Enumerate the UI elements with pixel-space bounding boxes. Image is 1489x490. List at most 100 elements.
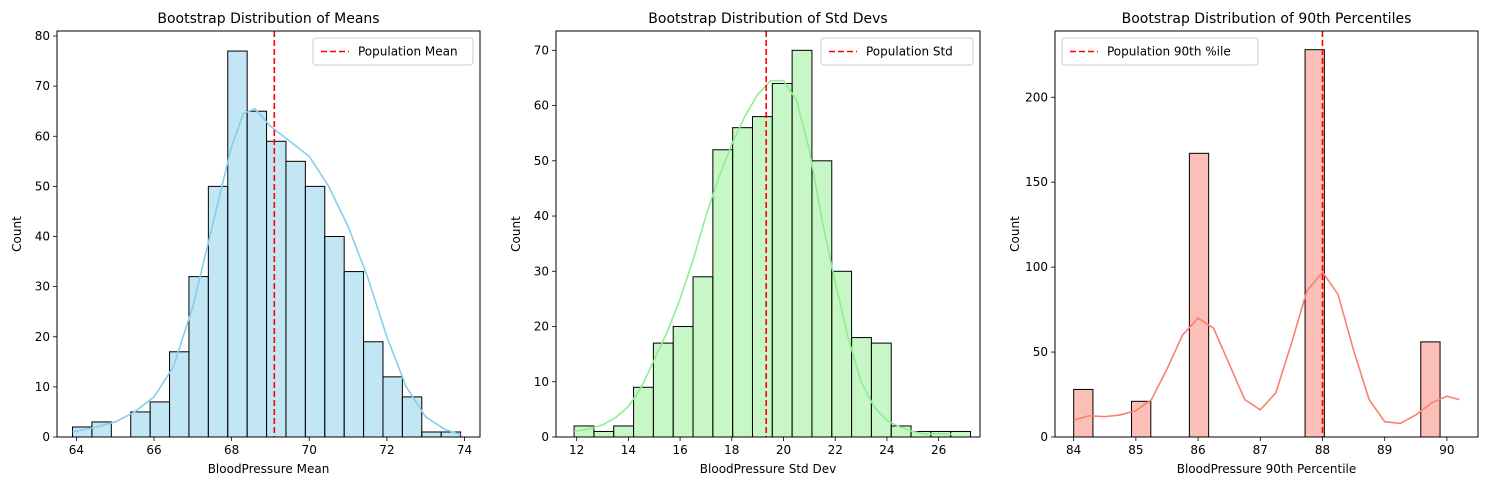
histogram-bar xyxy=(692,276,714,437)
y-tick-label: 50 xyxy=(534,154,549,168)
chart-title: Bootstrap Distribution of Means xyxy=(157,11,379,27)
y-tick-label: 10 xyxy=(35,380,50,394)
chart-title: Bootstrap Distribution of 90th Percentil… xyxy=(1122,11,1412,27)
x-tick-label: 24 xyxy=(879,443,894,457)
histogram-bar xyxy=(304,185,326,437)
histogram-bar xyxy=(712,149,734,437)
y-tick-label: 20 xyxy=(534,320,549,334)
y-axis-label: Count xyxy=(10,216,24,252)
chart-panel-1: 64 66 68 70 72 74 0 10 20 30 40 50 60 70 80 Bootstrap D… xyxy=(10,11,481,476)
chart-title: Bootstrap Distribution of Std Devs xyxy=(648,11,887,27)
x-tick-label: 18 xyxy=(724,443,739,457)
y-tick-label: 50 xyxy=(35,179,50,193)
histogram-bar xyxy=(613,425,635,437)
x-tick-label: 72 xyxy=(379,443,394,457)
histogram-bar xyxy=(188,276,209,437)
histogram-bar xyxy=(811,160,833,437)
histogram-bar xyxy=(870,342,892,437)
y-tick-label: 70 xyxy=(534,43,549,57)
histogram-bar xyxy=(1188,152,1210,437)
y-tick-label: 60 xyxy=(534,99,549,113)
y-tick-label: 70 xyxy=(35,79,50,93)
histogram-bar xyxy=(751,116,773,437)
histogram-bar xyxy=(382,376,403,437)
x-axis-label: BloodPressure Std Dev xyxy=(700,462,836,476)
chart-panel-2: 12 14 16 18 20 22 24 26 0 10 20 30 40 50 60 70 Bootstrap… xyxy=(509,11,981,476)
y-axis-label: Count xyxy=(509,216,523,252)
x-tick-label: 22 xyxy=(828,443,843,457)
x-tick-label: 90 xyxy=(1439,443,1454,457)
y-tick-label: 80 xyxy=(35,29,50,43)
x-axis-label: BloodPressure Mean xyxy=(208,462,330,476)
x-tick-label: 89 xyxy=(1377,443,1392,457)
y-tick-label: 50 xyxy=(1033,345,1048,359)
histogram-bar xyxy=(401,396,423,437)
histogram-bar xyxy=(593,430,615,437)
histogram-bar xyxy=(672,326,694,437)
legend-box xyxy=(312,37,474,66)
histogram-bar xyxy=(831,270,853,437)
histogram-bar xyxy=(130,411,151,437)
histogram-bar xyxy=(1073,388,1094,437)
legend-label: Population Std xyxy=(866,45,953,59)
histogram-bars xyxy=(1073,49,1441,437)
histogram-bar xyxy=(421,431,442,437)
plot-frame xyxy=(1054,30,1479,438)
y-tick-label: 30 xyxy=(35,280,50,294)
histogram-bar xyxy=(363,341,384,437)
histogram-bar xyxy=(227,50,248,437)
histogram-bar xyxy=(324,236,345,437)
histogram-bar xyxy=(266,140,287,437)
x-tick-label: 64 xyxy=(69,443,84,457)
legend-box xyxy=(820,37,974,66)
x-tick-label: 86 xyxy=(1190,443,1205,457)
plot-frame xyxy=(56,30,481,438)
y-tick-label: 20 xyxy=(35,330,50,344)
histogram-bar xyxy=(851,337,872,437)
y-tick-label: 30 xyxy=(534,264,549,278)
legend: Population 90th %ile xyxy=(1061,37,1259,66)
legend: Population Mean xyxy=(312,37,474,66)
x-tick-label: 20 xyxy=(776,443,791,457)
x-tick-label: 66 xyxy=(146,443,161,457)
y-tick-label: 100 xyxy=(1025,260,1048,274)
histogram-bar xyxy=(246,110,268,437)
y-tick-label: 0 xyxy=(541,430,549,444)
x-tick-label: 74 xyxy=(457,443,472,457)
legend-label: Population Mean xyxy=(358,45,458,59)
plot-frame xyxy=(555,30,981,438)
x-tick-label: 14 xyxy=(621,443,636,457)
histogram-bar xyxy=(169,351,190,437)
kde-curve xyxy=(573,79,952,436)
histogram-bar xyxy=(950,430,972,437)
y-tick-label: 150 xyxy=(1025,175,1048,189)
histogram-bar xyxy=(207,185,229,437)
histogram-bar xyxy=(1304,49,1325,437)
x-tick-label: 26 xyxy=(931,443,946,457)
histogram-bars xyxy=(573,49,972,437)
x-tick-label: 84 xyxy=(1066,443,1081,457)
y-tick-label: 40 xyxy=(534,209,549,223)
x-axis-label: BloodPressure 90th Percentile xyxy=(1177,462,1357,476)
y-tick-label: 10 xyxy=(534,375,549,389)
histogram-bar xyxy=(652,342,674,437)
histogram-bar xyxy=(149,401,171,437)
x-tick-label: 16 xyxy=(672,443,687,457)
y-tick-label: 40 xyxy=(35,230,50,244)
y-tick-label: 200 xyxy=(1025,90,1048,104)
x-tick-label: 68 xyxy=(224,443,239,457)
histogram-bar xyxy=(343,271,365,437)
histogram-bar xyxy=(791,49,813,437)
x-tick-label: 88 xyxy=(1315,443,1330,457)
y-axis-label: Count xyxy=(1008,216,1022,252)
y-tick-label: 0 xyxy=(42,430,50,444)
kde-curve xyxy=(1073,270,1460,425)
histogram-bar xyxy=(285,160,306,437)
histogram-bar xyxy=(1420,341,1441,437)
chart-panel-3: 84 85 86 87 88 89 90 0 50 100 150 200 Bootstrap Dist… xyxy=(1008,11,1479,476)
y-tick-label: 60 xyxy=(35,129,50,143)
x-tick-label: 70 xyxy=(302,443,317,457)
histogram-bar xyxy=(732,127,753,437)
legend: Population Std xyxy=(820,37,974,66)
